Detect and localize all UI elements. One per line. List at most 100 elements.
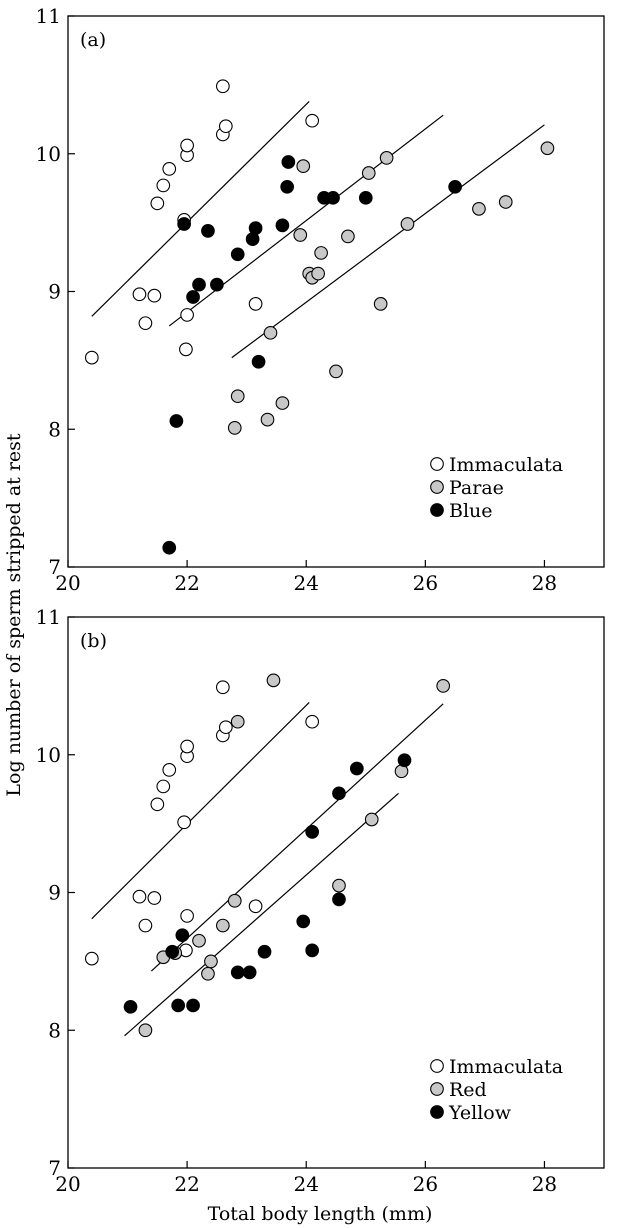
data-point-blue [169, 414, 184, 428]
x-tick-label: 22 [174, 571, 199, 595]
y-tick-label: 8 [48, 1018, 61, 1042]
data-point-yellow [305, 825, 320, 839]
legend-marker-immaculata [430, 457, 444, 471]
data-point-immaculata [150, 196, 165, 211]
data-point-blue [358, 190, 373, 205]
x-tick-label: 22 [174, 1172, 199, 1196]
data-point-parae [227, 421, 242, 435]
data-point-immaculata [156, 779, 171, 794]
legend-marker-blue [430, 503, 444, 517]
x-tick-label: 28 [532, 1172, 557, 1196]
data-point-parae [293, 228, 308, 242]
data-point-immaculata [179, 342, 193, 357]
data-point-yellow [123, 999, 138, 1014]
fit-line-immaculata [91, 701, 310, 920]
data-point-parae [263, 325, 278, 340]
data-point-immaculata [248, 297, 263, 311]
data-point-immaculata [162, 763, 177, 777]
data-point-blue [162, 540, 177, 555]
data-point-yellow [349, 761, 364, 776]
legend-label-blue: Blue [449, 500, 493, 522]
data-point-yellow [171, 998, 186, 1013]
data-point-red [138, 1023, 153, 1038]
panel-label: (b) [80, 630, 107, 652]
data-point-red [332, 878, 346, 893]
data-point-parae [341, 229, 355, 244]
data-point-immaculata [156, 178, 171, 193]
data-point-parae [361, 166, 376, 180]
data-point-immaculata [84, 951, 99, 966]
data-point-immaculata [180, 308, 194, 322]
data-point-parae [260, 412, 275, 427]
data-point-blue [448, 179, 462, 194]
data-point-yellow [242, 965, 257, 980]
data-point-immaculata [162, 162, 177, 176]
data-point-blue [192, 277, 206, 292]
data-point-immaculata [215, 680, 230, 695]
data-point-yellow [296, 914, 311, 929]
legend-label-immaculata: Immaculata [449, 454, 563, 476]
y-tick-label: 9 [48, 280, 61, 304]
data-point-blue [210, 277, 224, 292]
data-point-yellow [257, 944, 272, 959]
data-point-parae [329, 364, 343, 379]
data-point-immaculata [150, 797, 165, 812]
legend-marker-parae [430, 480, 444, 494]
legend-marker-immaculata [430, 1059, 444, 1073]
y-tick-label: 11 [36, 4, 61, 28]
fit-line-parae [231, 124, 545, 359]
y-tick-label: 9 [48, 881, 61, 905]
data-point-yellow [230, 965, 245, 980]
data-point-immaculata [218, 119, 233, 134]
x-tick-label: 20 [55, 571, 80, 595]
data-point-blue [177, 217, 191, 231]
data-point-yellow [165, 944, 180, 959]
data-point-parae [400, 217, 415, 231]
x-axis-title: Total body length (mm) [208, 1203, 433, 1225]
plot-frame [67, 15, 605, 568]
fit-line-yellow [124, 792, 399, 1037]
data-point-immaculata [180, 909, 194, 923]
data-point-immaculata [132, 287, 147, 302]
data-point-immaculata [180, 138, 194, 153]
data-point-parae [472, 202, 486, 216]
data-point-blue [280, 179, 295, 194]
y-tick-label: 7 [48, 1156, 61, 1180]
data-point-yellow [332, 892, 346, 907]
legend-label-immaculata: Immaculata [449, 1056, 563, 1078]
data-point-parae [275, 396, 290, 410]
data-point-blue [248, 221, 263, 235]
data-point-immaculata [147, 288, 162, 303]
data-point-immaculata [215, 79, 230, 94]
data-point-blue [230, 247, 245, 262]
legend-marker-red [430, 1082, 444, 1096]
plot-frame [67, 616, 605, 1169]
data-point-blue [326, 190, 340, 205]
data-point-red [204, 954, 218, 969]
data-point-parae [230, 389, 245, 404]
data-point-blue [281, 155, 296, 169]
x-tick-label: 26 [413, 571, 438, 595]
data-point-immaculata [177, 815, 191, 830]
data-point-red [201, 966, 215, 981]
data-point-immaculata [138, 316, 153, 331]
data-point-blue [251, 354, 266, 369]
legend-label-red: Red [449, 1079, 487, 1101]
legend-label-yellow: Yellow [448, 1102, 512, 1124]
data-point-immaculata [218, 720, 233, 735]
data-point-parae [373, 297, 388, 311]
data-point-yellow [186, 998, 200, 1013]
data-point-immaculata [305, 113, 320, 128]
data-point-red [436, 679, 451, 693]
x-tick-label: 24 [293, 1172, 318, 1196]
data-point-red [266, 673, 281, 688]
data-point-immaculata [248, 899, 263, 914]
x-tick-label: 20 [55, 1172, 80, 1196]
data-point-immaculata [147, 891, 162, 905]
x-tick-label: 28 [532, 571, 557, 595]
data-point-yellow [397, 753, 412, 768]
